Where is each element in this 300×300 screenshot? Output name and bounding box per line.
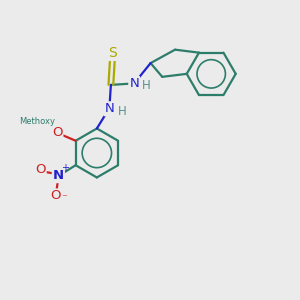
Text: Methoxy: Methoxy — [19, 116, 55, 125]
Text: N: N — [53, 169, 64, 182]
Text: O: O — [51, 190, 61, 202]
Text: ⁻: ⁻ — [61, 194, 67, 203]
Text: H: H — [118, 105, 126, 118]
Text: N: N — [129, 77, 139, 90]
Text: +: + — [61, 163, 69, 173]
Text: N: N — [104, 102, 114, 115]
Text: H: H — [142, 79, 151, 92]
Text: O: O — [35, 163, 46, 176]
Text: S: S — [108, 46, 117, 60]
Text: O: O — [52, 126, 62, 139]
